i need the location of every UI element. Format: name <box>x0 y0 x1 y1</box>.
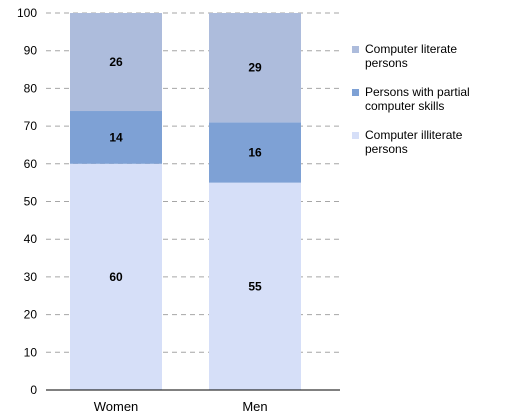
legend-swatch <box>352 46 359 53</box>
bar-segment <box>209 182 301 390</box>
data-label: 29 <box>248 61 262 75</box>
legend-label: Persons with partial computer skills <box>365 85 470 113</box>
bar-segment <box>209 122 301 183</box>
bars <box>70 13 301 390</box>
y-tick-label: 50 <box>24 195 38 209</box>
y-tick-label: 40 <box>24 232 38 246</box>
legend-label: Computer illiterate persons <box>365 128 463 156</box>
data-label: 55 <box>248 279 262 293</box>
axes: 0 10 20 30 40 50 60 70 80 90 100 Women Men <box>17 6 340 414</box>
y-tick-label: 90 <box>24 44 38 58</box>
y-tick-label: 80 <box>24 81 38 95</box>
y-tick-label: 0 <box>30 383 37 397</box>
y-tick-label: 20 <box>24 308 38 322</box>
bar-segment <box>209 13 301 123</box>
data-label: 26 <box>109 55 123 69</box>
data-label: 14 <box>109 130 123 144</box>
legend-swatch <box>352 89 359 96</box>
y-tick-label: 100 <box>17 6 37 20</box>
data-labels: 60 14 26 55 16 29 <box>109 55 262 293</box>
legend-item-partial-skills: Persons with partial computer skills <box>352 85 502 113</box>
y-tick-label: 30 <box>24 270 38 284</box>
legend-label: Computer literate persons <box>365 42 458 70</box>
legend-item-computer-literate: Computer literate persons <box>352 42 502 70</box>
y-tick-label: 70 <box>24 119 38 133</box>
bar-segment <box>70 111 162 164</box>
y-tick-label: 10 <box>24 345 38 359</box>
legend-item-computer-illiterate: Computer illiterate persons <box>352 128 502 156</box>
y-tick-label: 60 <box>24 157 38 171</box>
legend-swatch <box>352 132 359 139</box>
data-label: 16 <box>248 145 262 159</box>
x-tick-label: Women <box>94 399 139 414</box>
legend: Computer literate persons Persons with p… <box>352 42 502 171</box>
bar-segment <box>70 163 162 390</box>
data-label: 60 <box>109 270 123 284</box>
bar-segment <box>70 13 162 112</box>
x-tick-label: Men <box>242 399 267 414</box>
